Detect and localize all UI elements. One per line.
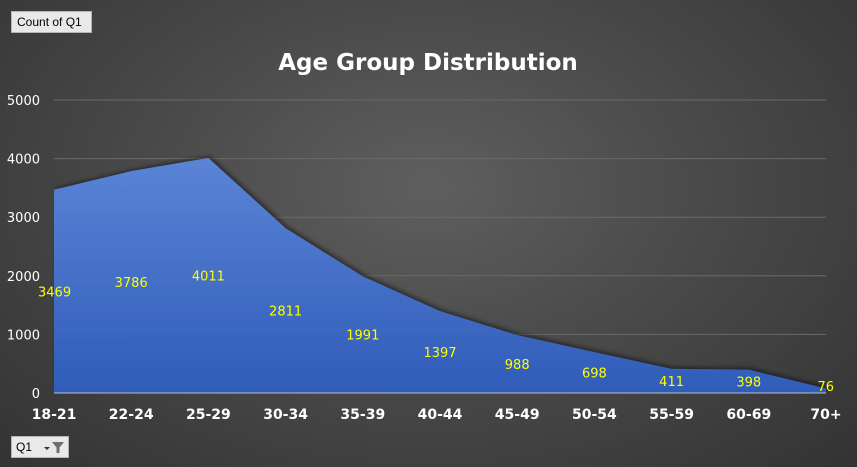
filter-dropdown-icon[interactable] — [41, 439, 65, 455]
x-tick-label: 55-59 — [649, 407, 694, 423]
y-tick-label: 3000 — [7, 211, 40, 226]
data-label: 1397 — [423, 346, 456, 361]
x-tick-label: 35-39 — [340, 407, 385, 423]
data-label: 1991 — [346, 329, 379, 344]
y-tick-label: 1000 — [7, 328, 40, 343]
data-label: 4011 — [192, 269, 225, 284]
data-label: 2811 — [269, 305, 302, 320]
chart-title: Age Group Distribution — [278, 50, 578, 76]
pivot-axis-field-button[interactable]: Q1 — [11, 436, 69, 458]
data-labels: 3469 3786 4011 2811 1991 1397 988 698 411 398 76 — [38, 269, 834, 395]
pivot-value-field-button[interactable]: Count of Q1 — [11, 11, 92, 33]
x-tick-label: 60-69 — [726, 407, 771, 423]
data-label: 411 — [659, 375, 684, 390]
x-tick-label: 30-34 — [263, 407, 308, 423]
x-tick-label: 18-21 — [32, 407, 77, 423]
series-area — [54, 157, 826, 393]
x-tick-label: 50-54 — [572, 407, 617, 423]
data-label: 398 — [736, 375, 761, 390]
area-series — [54, 157, 826, 393]
data-label: 988 — [505, 358, 530, 373]
x-tick-label: 40-44 — [418, 407, 463, 423]
data-label: 76 — [817, 380, 834, 395]
x-tick-label: 70+ — [810, 407, 841, 423]
y-tick-label: 5000 — [7, 94, 40, 109]
pivot-axis-field-label: Q1 — [16, 440, 33, 454]
data-label: 3786 — [115, 276, 148, 291]
data-label: 698 — [582, 367, 607, 382]
x-tick-label: 25-29 — [186, 407, 231, 423]
x-tick-label: 45-49 — [495, 407, 540, 423]
y-tick-label: 2000 — [7, 270, 40, 285]
data-label: 3469 — [38, 285, 71, 300]
y-axis-ticks: 0 1000 2000 3000 4000 5000 — [7, 94, 40, 402]
pivot-value-field-label: Count of Q1 — [17, 15, 82, 29]
x-tick-label: 22-24 — [109, 407, 154, 423]
x-axis-ticks: 18-21 22-24 25-29 30-34 35-39 40-44 45-49 50-54… — [32, 407, 842, 423]
y-tick-label: 0 — [32, 387, 40, 402]
y-tick-label: 4000 — [7, 153, 40, 168]
